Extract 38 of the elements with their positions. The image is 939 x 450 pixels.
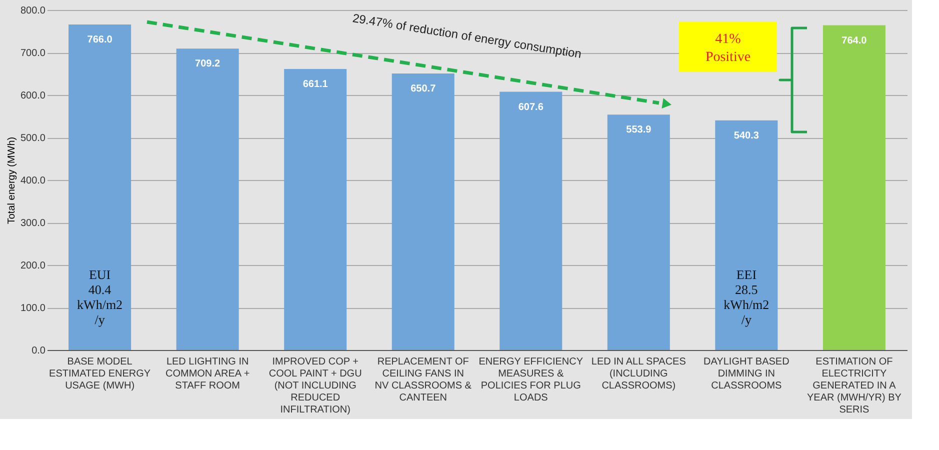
x-tick-label: DAYLIGHT BASED DIMMING IN CLASSROOMS: [704, 356, 790, 392]
data-label: 766.0: [87, 34, 113, 46]
bar: [607, 114, 670, 350]
bar: [715, 120, 778, 350]
data-label: 607.6: [518, 102, 544, 113]
data-label: 661.1: [302, 79, 328, 90]
y-tick-label: 400.0: [20, 176, 46, 186]
data-label: 553.9: [626, 124, 652, 136]
bar: [500, 92, 562, 350]
bar: [392, 73, 454, 350]
x-tick-label: ESTIMATION OF ELECTRICITY GENERATED IN A YEAR (MWH/YR) BY SERIS: [806, 356, 902, 416]
y-tick-label: 200.0: [20, 260, 46, 272]
x-tick-label: BASE MODEL ESTIMATED ENERGY USAGE (MWH): [49, 356, 151, 392]
x-tick-label: ENERGY EFFICIENCY MEASURES & POLICIES FOR PLUG LOADS: [478, 356, 584, 404]
annotation: 29.47% of reduction of energy consumption: [352, 10, 582, 62]
y-tick-label: 800.0: [20, 6, 46, 16]
annotation: EEI 28.5 kWh/m2 /y: [724, 267, 770, 328]
x-tick-label: LED LIGHTING IN COMMON AREA + STAFF ROOM: [165, 356, 250, 392]
bar: [284, 69, 347, 350]
x-tick-label: REPLACEMENT OF CEILING FANS IN NV CLASSROOMS & CANTEEN: [374, 356, 472, 404]
bar: [822, 25, 886, 350]
y-tick-label: 700.0: [20, 48, 46, 59]
y-axis-title: Total energy (MWh): [6, 136, 18, 224]
x-tick-label: IMPROVED COP + COOL PAINT + DGU (NOT INCLUDING REDUCED INFILTRATION): [268, 356, 362, 416]
y-tick-label: 100.0: [20, 303, 46, 314]
data-label: 764.0: [842, 35, 868, 46]
y-tick-label: 300.0: [20, 218, 46, 229]
x-tick-label: LED IN ALL SPACES (INCLUDING CLASSROOMS): [591, 356, 686, 392]
bar: [68, 24, 132, 350]
annotation: 41% Positive: [705, 32, 751, 65]
data-label: 709.2: [195, 58, 221, 70]
y-tick-label: 0.0: [32, 346, 46, 356]
bar: [176, 48, 239, 350]
y-tick-label: 500.0: [20, 133, 46, 144]
annotation: EUI 40.4 kWh/m2 /y: [77, 267, 123, 328]
data-label: 540.3: [734, 130, 760, 142]
data-label: 650.7: [410, 83, 436, 94]
y-tick-label: 600.0: [20, 90, 46, 102]
